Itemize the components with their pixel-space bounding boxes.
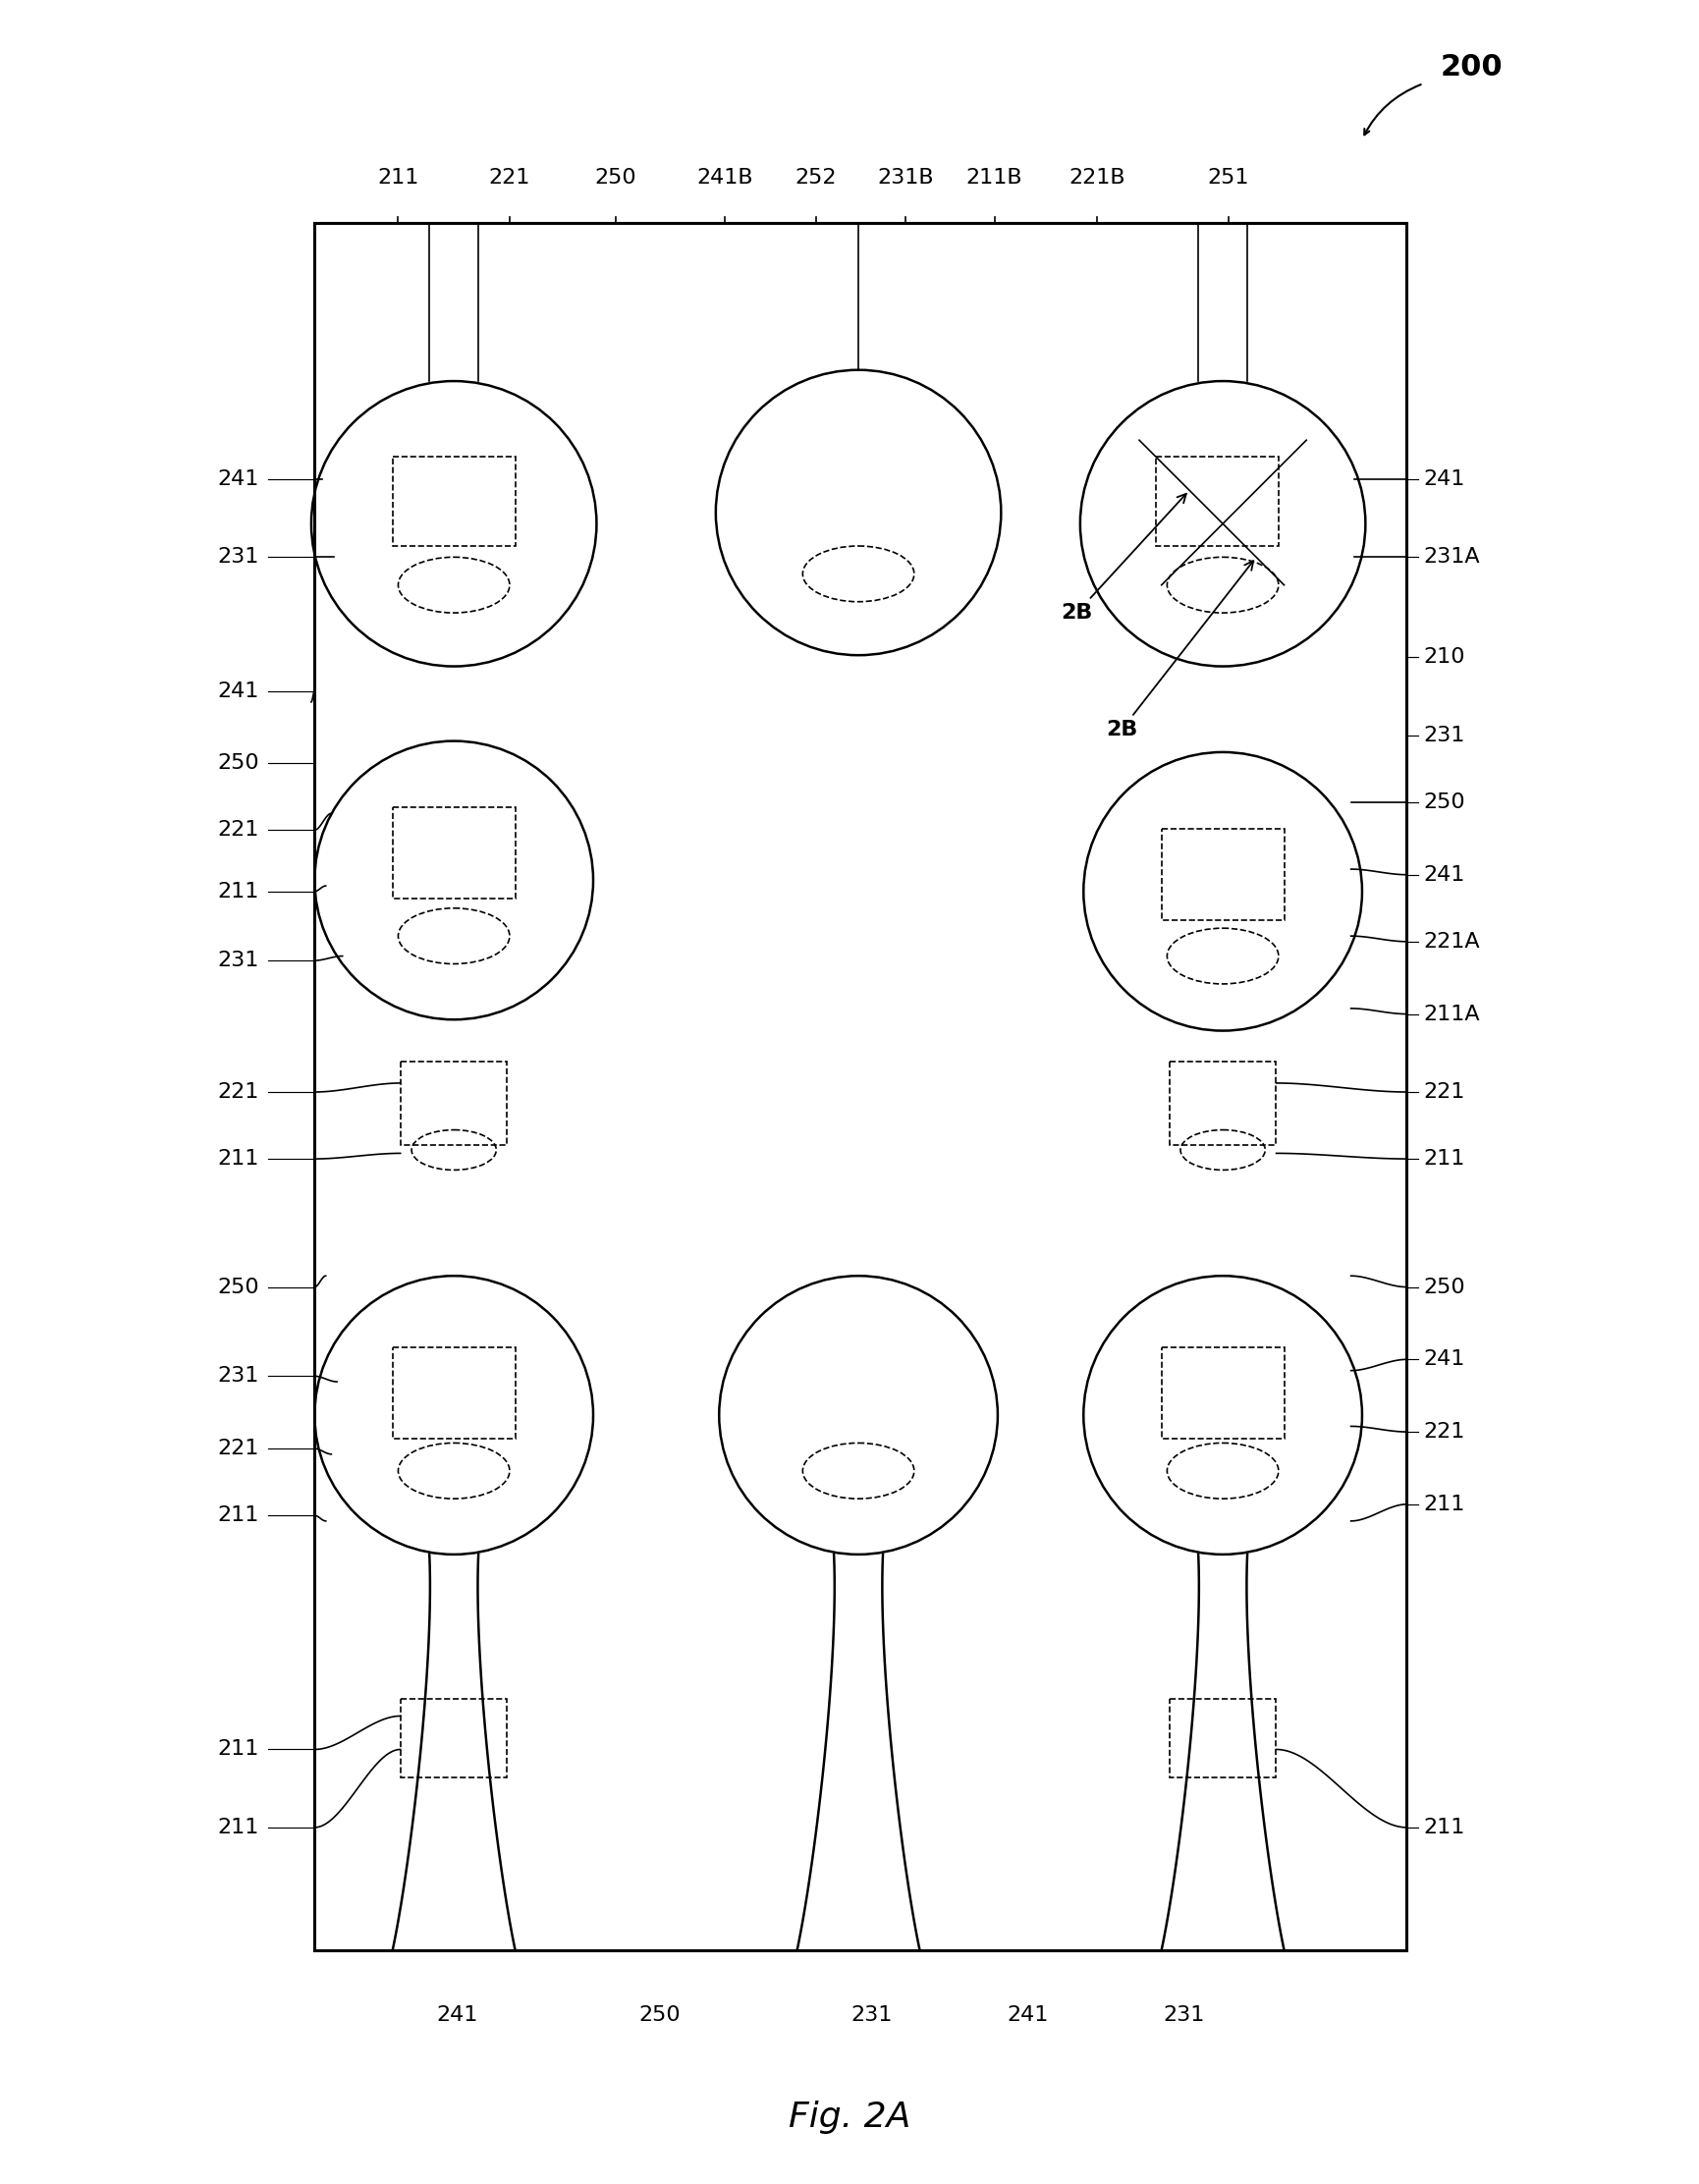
Bar <box>401 1061 506 1144</box>
Bar <box>1171 1061 1276 1144</box>
Bar <box>1162 1348 1284 1439</box>
Text: 221: 221 <box>217 1083 258 1101</box>
Bar <box>1171 1699 1276 1778</box>
Text: 2B: 2B <box>1106 561 1254 740</box>
Text: 211: 211 <box>1424 1817 1465 1837</box>
Text: 221: 221 <box>217 821 258 841</box>
Text: 231: 231 <box>1424 725 1465 745</box>
Text: 200: 200 <box>1441 52 1502 81</box>
Text: 211B: 211B <box>967 168 1023 188</box>
Text: 241: 241 <box>217 681 258 701</box>
Bar <box>392 456 515 546</box>
Bar <box>401 1699 506 1778</box>
Text: 241: 241 <box>1424 1350 1465 1369</box>
Text: 211: 211 <box>217 882 258 902</box>
Text: 221: 221 <box>217 1439 258 1459</box>
Text: 211: 211 <box>217 1817 258 1837</box>
Text: 241: 241 <box>437 2005 477 2025</box>
Text: 241: 241 <box>1424 470 1465 489</box>
Text: Fig. 2A: Fig. 2A <box>788 2101 911 2134</box>
Bar <box>392 1348 515 1439</box>
Text: 2B: 2B <box>1062 494 1186 622</box>
Text: 241: 241 <box>217 470 258 489</box>
Text: 241B: 241B <box>697 168 753 188</box>
Text: 250: 250 <box>217 1278 258 1297</box>
Text: 250: 250 <box>1424 793 1465 812</box>
Bar <box>314 223 1407 1950</box>
Text: 211: 211 <box>377 168 420 188</box>
Text: 251: 251 <box>1208 168 1249 188</box>
Text: 221A: 221A <box>1424 933 1480 952</box>
Text: 250: 250 <box>595 168 637 188</box>
Text: 241: 241 <box>1008 2005 1048 2025</box>
Bar <box>1155 456 1279 546</box>
Text: 211: 211 <box>217 1741 258 1760</box>
Text: 231: 231 <box>217 950 258 970</box>
Text: 231: 231 <box>851 2005 892 2025</box>
Text: 211: 211 <box>217 1505 258 1524</box>
Text: 241: 241 <box>1424 865 1465 885</box>
Text: 250: 250 <box>639 2005 681 2025</box>
Text: 221: 221 <box>1424 1083 1465 1101</box>
Text: 211A: 211A <box>1424 1005 1480 1024</box>
Text: 211: 211 <box>1424 1494 1465 1514</box>
Bar <box>392 806 515 898</box>
Text: 231B: 231B <box>877 168 933 188</box>
Text: 252: 252 <box>795 168 838 188</box>
Text: 231: 231 <box>1164 2005 1205 2025</box>
Text: 210: 210 <box>1424 649 1465 668</box>
Text: 211: 211 <box>217 1149 258 1168</box>
Text: 221: 221 <box>489 168 530 188</box>
Text: 250: 250 <box>1424 1278 1465 1297</box>
Text: 221: 221 <box>1424 1422 1465 1441</box>
Text: 211: 211 <box>1424 1149 1465 1168</box>
Text: 221B: 221B <box>1069 168 1125 188</box>
Bar <box>1162 830 1284 919</box>
Text: 231: 231 <box>217 548 258 568</box>
Text: 231A: 231A <box>1424 548 1480 568</box>
Text: 231: 231 <box>217 1367 258 1387</box>
Text: 250: 250 <box>217 753 258 773</box>
